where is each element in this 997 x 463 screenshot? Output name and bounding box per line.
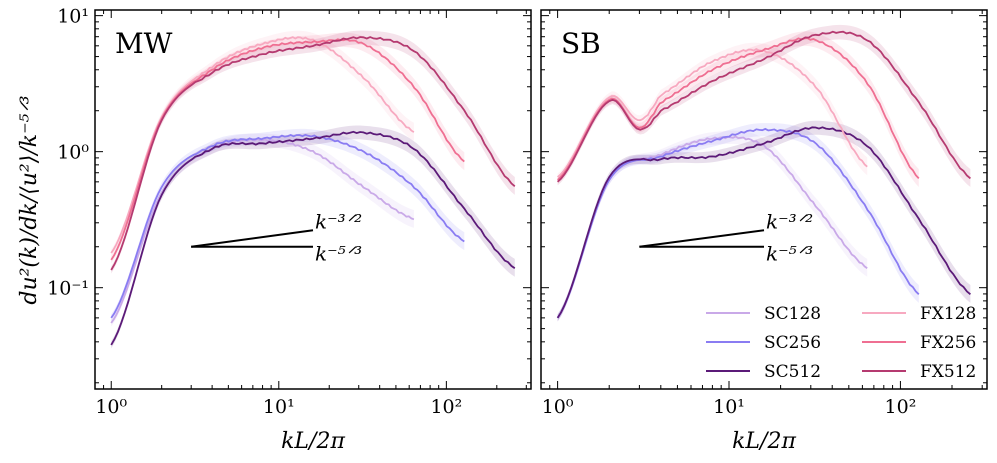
line-sb-sc512: [556, 126, 971, 319]
y-tick-label-2: 10¹: [57, 6, 89, 28]
legend-label-sc256: SC256: [764, 333, 821, 353]
legend: SC128 SC256 SC512 FX128 FX256 FX512: [706, 304, 976, 382]
legend-label-fx256: FX256: [920, 333, 976, 353]
x-tick-label-sb-1: 10¹: [713, 396, 745, 418]
x-tick-label-sb-0: 10⁰: [542, 396, 574, 418]
reference-line-sb-0: [639, 229, 765, 248]
x-axis-title-mw: kL/2π: [281, 429, 345, 454]
y-tick-label-1: 10⁰: [57, 142, 89, 164]
line-sb-sc256: [556, 127, 920, 319]
band-sb-fx512: [557, 24, 971, 188]
legend-label-sc128: SC128: [764, 304, 821, 324]
x-tick-label-mw-0: 10⁰: [95, 396, 127, 418]
x-axis-title-sb: kL/2π: [732, 429, 796, 454]
line-sb-fx128: [557, 47, 868, 178]
x-tick-label-mw-1: 10¹: [263, 396, 295, 418]
legend-label-sc512: SC512: [764, 362, 821, 382]
line-sb-sc128: [556, 135, 868, 319]
series-group-mw: [110, 30, 516, 349]
band-mw-sc128: [111, 133, 414, 327]
reference-label-sb-0: k⁻³ᐟ²: [766, 209, 813, 233]
band-sb-fx256: [557, 31, 919, 187]
series-group-sb: [556, 24, 971, 322]
reference-label-mw-0: k⁻³ᐟ²: [315, 209, 362, 233]
line-mw-sc512: [110, 130, 516, 346]
x-tick-label-sb-2: 10²: [885, 396, 917, 418]
line-mw-fx512: [110, 36, 516, 271]
y-tick-label-0: 10⁻¹: [47, 278, 89, 300]
reference-label-mw-1: k⁻⁵ᐟ³: [315, 242, 362, 266]
y-axis-title: du²(k)/dk/⟨u²⟩/k⁻⁵ᐟ³: [17, 95, 42, 304]
legend-label-fx128: FX128: [920, 304, 976, 324]
axes-frame-sb: [540, 9, 988, 390]
x-tick-label-mw-2: 10²: [430, 396, 462, 418]
line-sb-fx256: [556, 37, 920, 181]
legend-label-fx512: FX512: [920, 362, 976, 382]
line-mw-sc256: [110, 133, 465, 319]
panel-title-mw: MW: [115, 27, 173, 60]
reference-label-sb-1: k⁻⁵ᐟ³: [766, 242, 813, 266]
band-sb-sc128: [557, 130, 868, 322]
line-sb-fx512: [556, 30, 971, 183]
reference-line-mw-0: [191, 229, 314, 248]
line-mw-sc128: [110, 137, 415, 324]
axes-frame-mw: [94, 9, 532, 390]
panel-title-sb: SB: [561, 27, 601, 60]
